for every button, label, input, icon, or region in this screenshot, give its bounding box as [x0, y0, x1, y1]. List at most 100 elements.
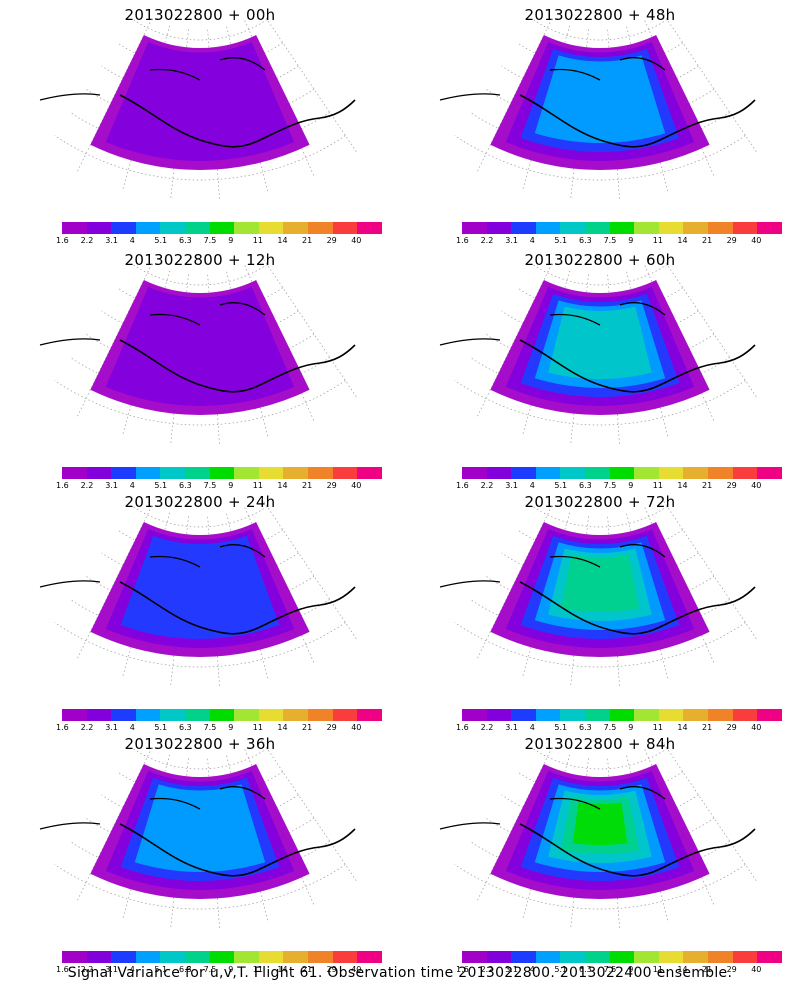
coastline: [439, 57, 666, 101]
colorbar-tick-label: 29: [326, 481, 337, 490]
colorbar-swatch: [609, 709, 635, 721]
colorbar-tick-label: 21: [302, 723, 313, 732]
colorbar-swatch: [462, 709, 487, 721]
colorbar-tick-label: 21: [702, 481, 713, 490]
colorbar-swatch: [135, 951, 161, 963]
colorbar-swatch: [511, 951, 536, 963]
colorbar-tick-label: 9: [228, 481, 234, 490]
colorbar-tick-label: 9: [628, 236, 634, 245]
colorbar-tick-label: 2.2: [80, 965, 94, 974]
colorbar-tick-label: 29: [726, 481, 737, 490]
colorbar-tick-label: 14: [677, 236, 688, 245]
variance-contour-fill: [120, 535, 280, 639]
colorbar-swatch: [560, 467, 585, 479]
coastline: [39, 544, 266, 588]
colorbar-labels: 1.6 2.2 3.1 4 5.1 6.3 7.5 9 11 14 21 29 40: [56, 481, 366, 491]
colorbar-swatch: [283, 951, 308, 963]
colorbar-tick-label: 6.3: [179, 236, 192, 245]
coastline: [519, 823, 756, 877]
colorbar-swatch: [209, 222, 235, 234]
colorbar-labels: 1.6 2.2 3.1 4 5.1 6.3 7.5 9 11 14 21 29 40: [456, 481, 766, 491]
colorbar-tick-label: 2.2: [480, 965, 494, 974]
colorbar-tick-label: 11: [652, 965, 663, 974]
colorbar-swatch: [160, 709, 185, 721]
longitude-line: [661, 497, 757, 640]
coastline: [439, 302, 666, 346]
colorbar-swatch: [511, 467, 536, 479]
colorbar-tick-label: 5.1: [554, 236, 568, 245]
colorbar-swatch: [757, 467, 782, 479]
map-panel: 2013022800 + 60h 1.6 2.2 3.1 4 5.1 6.3 7.5 9 11 14…: [400, 245, 800, 490]
colorbar-tick-label: 11: [652, 481, 663, 490]
colorbar-tick-label: 3.1: [105, 965, 118, 974]
coastline: [519, 339, 756, 393]
colorbar-swatch: [535, 709, 561, 721]
polar-map: [439, 255, 757, 445]
colorbar-tick-label: 29: [726, 965, 737, 974]
colorbar-labels: 1.6 2.2 3.1 4 5.1 6.3 7.5 9 11 14 21 29 40: [56, 236, 366, 246]
colorbar-tick-label: 11: [252, 723, 263, 732]
colorbar-tick-label: 1.6: [456, 965, 469, 974]
colorbar-tick-label: 9: [228, 723, 234, 732]
colorbar-swatch: [462, 467, 487, 479]
colorbar-swatch: [609, 222, 635, 234]
polar-map: [439, 497, 757, 687]
colorbar-tick-label: 6.3: [579, 965, 592, 974]
colorbar-tick-label: 7.5: [203, 481, 217, 490]
colorbar-tick-label: 4: [529, 236, 535, 245]
colorbar-swatch: [757, 709, 782, 721]
colorbar-swatch: [683, 222, 708, 234]
colorbar-swatch: [535, 951, 561, 963]
colorbar-swatch: [732, 951, 758, 963]
colorbar-tick-label: 6.3: [579, 723, 592, 732]
latitude-line: [132, 19, 268, 41]
colorbar-swatch: [609, 467, 635, 479]
colorbar-tick-label: 14: [677, 723, 688, 732]
map-panel: 2013022800 + 00h 1.6 2.2 3.1 4 5.1 6.3 7.5 9 11 14…: [0, 0, 400, 245]
colorbar-tick-label: 7.5: [203, 723, 217, 732]
colorbar-tick-label: 2.2: [80, 723, 94, 732]
colorbar-swatch: [683, 951, 708, 963]
variance-contour-fill: [105, 286, 295, 406]
colorbar-tick-label: 9: [228, 965, 234, 974]
colorbar-tick-label: 9: [628, 481, 634, 490]
colorbar-tick-label: 40: [751, 965, 762, 974]
colorbar-tick-label: 21: [302, 481, 313, 490]
colorbar-swatch: [658, 222, 684, 234]
colorbar-tick-label: 5.1: [554, 965, 568, 974]
coastline: [119, 581, 356, 635]
map-panel: 2013022800 + 48h 1.6 2.2 3.1 4 5.1 6.3 7.5 9 11 14…: [400, 0, 800, 245]
colorbar-swatch: [160, 467, 185, 479]
colorbar-tick-label: 7.5: [603, 236, 617, 245]
colorbar-tick-label: 1.6: [56, 965, 69, 974]
colorbar-tick-label: 3.1: [105, 236, 118, 245]
colorbar-swatch: [732, 222, 758, 234]
colorbar-tick-label: 1.6: [456, 481, 469, 490]
colorbar-tick-label: 1.6: [456, 236, 469, 245]
map-panel: 2013022800 + 84h 1.6 2.2 3.1 4 5.1 6.3 7.5 9 11 14…: [400, 729, 800, 974]
colorbar-swatch: [634, 951, 659, 963]
colorbar-swatch: [234, 951, 259, 963]
colorbar-tick-label: 11: [652, 723, 663, 732]
polar-map: [39, 10, 357, 200]
colorbar: [62, 222, 382, 234]
colorbar-swatch: [535, 467, 561, 479]
colorbar: [462, 709, 782, 721]
map-panel: 2013022800 + 24h 1.6 2.2 3.1 4 5.1 6.3 7.5 9 11 14…: [0, 487, 400, 732]
panel-title: 2013022800 + 00h: [124, 6, 276, 24]
colorbar-tick-label: 21: [702, 236, 713, 245]
colorbar-swatch: [135, 467, 161, 479]
colorbar-labels: 1.6 2.2 3.1 4 5.1 6.3 7.5 9 11 14 21 29 40: [56, 723, 366, 733]
colorbar-swatch: [486, 709, 512, 721]
variance-contour-fill: [572, 802, 628, 845]
colorbar-swatch: [634, 467, 659, 479]
colorbar-tick-label: 3.1: [105, 723, 118, 732]
colorbar-swatch: [234, 709, 259, 721]
colorbar-swatch: [634, 709, 659, 721]
colorbar-swatch: [462, 951, 487, 963]
colorbar-swatch: [462, 222, 487, 234]
colorbar-tick-label: 5.1: [554, 481, 568, 490]
colorbar-swatch: [209, 709, 235, 721]
colorbar-tick-label: 29: [326, 723, 337, 732]
colorbar-tick-label: 6.3: [579, 236, 592, 245]
